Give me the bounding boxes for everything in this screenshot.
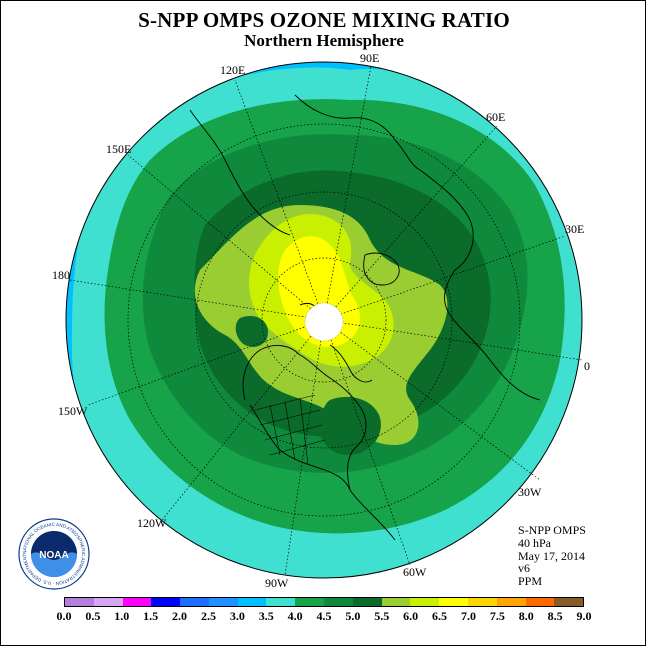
ozone-field-low-pocket <box>319 396 381 455</box>
lon-label-90e: 90E <box>360 51 380 65</box>
noaa-logo: NOAA NATIONAL OCEANIC AND ATMOSPHERIC AD… <box>18 518 90 590</box>
noaa-logo-wordmark: NOAA <box>39 550 68 561</box>
colorbar-tick-label: 0.0 <box>56 609 72 623</box>
colorbar-tick-label: 0.5 <box>85 609 101 623</box>
colorbar-segment <box>122 598 152 606</box>
colorbar-segment <box>208 598 238 606</box>
graticule-parallels <box>127 123 521 517</box>
colorbar-ticks: 0.0 0.5 1.0 1.5 2.0 2.5 3.0 3.5 4.0 4.5 5.0 5.5 6.0 6… <box>0 609 648 625</box>
colorbar-tick-label: 1.5 <box>143 609 159 623</box>
colorbar-segment <box>410 598 440 606</box>
info-date: May 17, 2014 <box>518 548 585 563</box>
info-level: 40 hPa <box>518 535 551 550</box>
colorbar-tick-label: 2.5 <box>200 609 216 623</box>
colorbar-tick-label: 4.5 <box>316 609 332 623</box>
lon-label-90w: 90W <box>265 576 289 590</box>
colorbar-tick-label: 7.5 <box>489 609 505 623</box>
info-block: S-NPP OMPS 40 hPa May 17, 2014 v6 PPM <box>518 524 586 588</box>
colorbar-segment <box>352 598 382 606</box>
polar-no-data <box>304 302 344 342</box>
colorbar-tick-label: 9.0 <box>576 609 592 623</box>
colorbar-tick-label: 3.5 <box>258 609 274 623</box>
colorbar-tick-label: 5.0 <box>345 609 361 623</box>
colorbar-tick-label: 8.0 <box>518 609 534 623</box>
lon-label-150e: 150E <box>106 142 132 156</box>
colorbar-tick-label: 7.0 <box>460 609 476 623</box>
colorbar-segment <box>467 598 497 606</box>
graticule-meridians <box>69 65 583 576</box>
lon-label-150w: 150W <box>58 404 88 418</box>
colorbar-segment <box>439 598 468 606</box>
colorbar-tick-label: 5.5 <box>374 609 390 623</box>
colorbar-segment <box>554 598 584 606</box>
lon-label-30e: 30E <box>565 222 585 236</box>
colorbar-tick-label: 6.5 <box>432 609 448 623</box>
map-outline <box>65 61 583 579</box>
colorbar-segment <box>151 598 181 606</box>
lon-label-180: 180 <box>52 268 70 282</box>
colorbar-segment <box>93 598 123 606</box>
colorbar-segment <box>237 598 267 606</box>
figure-title: S-NPP OMPS OZONE MIXING RATIO <box>138 8 510 32</box>
colorbar-segment <box>266 598 296 606</box>
coastlines <box>189 94 541 541</box>
colorbar-segment <box>324 598 353 606</box>
lon-label-30w: 30W <box>518 485 542 499</box>
us-state-lines <box>254 394 326 466</box>
colorbar-segment <box>496 598 526 606</box>
lon-label-120w: 120W <box>137 516 167 530</box>
lon-label-60e: 60E <box>486 110 506 124</box>
lon-label-0: 0 <box>584 359 590 373</box>
colorbar-segment <box>180 598 209 606</box>
colorbar <box>64 597 584 607</box>
lon-label-60w: 60W <box>403 565 427 579</box>
colorbar-segment <box>65 598 94 606</box>
ozone-field-low-pocket-2 <box>235 315 268 347</box>
colorbar-tick-label: 1.0 <box>114 609 130 623</box>
colorbar-segment <box>381 598 411 606</box>
lon-label-120e: 120E <box>220 63 246 77</box>
colorbar-tick-label: 2.0 <box>172 609 188 623</box>
colorbar-tick-label: 3.0 <box>229 609 245 623</box>
colorbar-tick-label: 8.5 <box>547 609 563 623</box>
colorbar-tick-label: 4.0 <box>287 609 303 623</box>
colorbar-tick-label: 6.0 <box>403 609 419 623</box>
info-version: v6 <box>518 561 530 576</box>
figure-subtitle: Northern Hemisphere <box>244 31 404 50</box>
info-units: PPM <box>518 574 543 589</box>
info-instrument: S-NPP OMPS <box>518 523 586 537</box>
colorbar-segment <box>525 598 555 606</box>
colorbar-segment <box>295 598 325 606</box>
